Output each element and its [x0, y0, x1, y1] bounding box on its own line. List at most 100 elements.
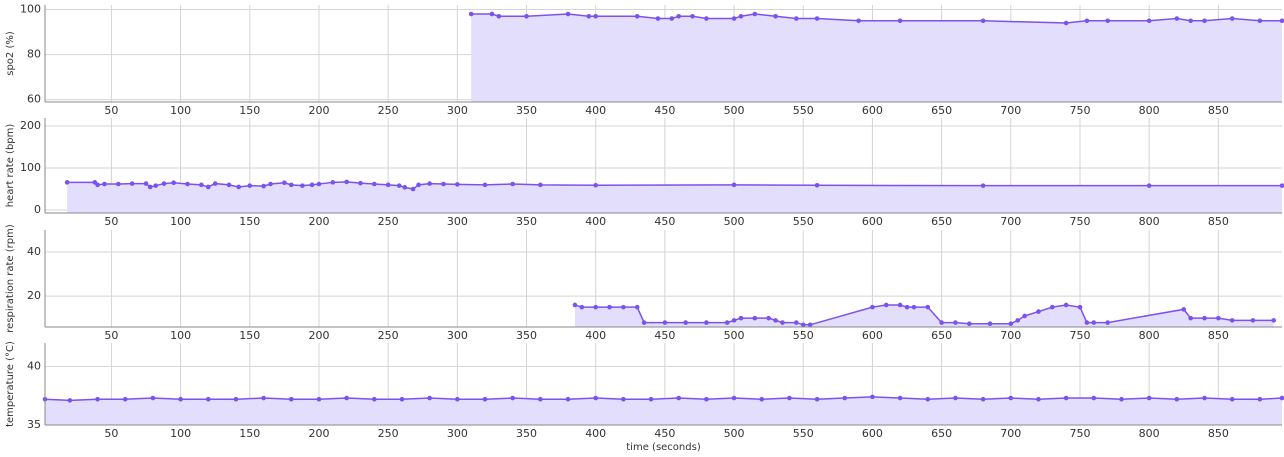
point [1036, 396, 1041, 402]
point [399, 396, 405, 402]
point [268, 181, 273, 187]
point [64, 180, 70, 185]
point [226, 182, 232, 188]
point [1229, 16, 1235, 21]
point [1119, 396, 1124, 402]
x-tick-label: 450 [654, 104, 675, 117]
line [44, 396, 1283, 402]
x-tick-label: 750 [1069, 104, 1090, 117]
point [309, 182, 315, 188]
point [116, 181, 121, 187]
point [704, 16, 709, 21]
y-tick-label: 0 [34, 203, 41, 216]
point [593, 304, 599, 310]
x-tick-label: 200 [308, 329, 329, 342]
x-tick-label: 250 [378, 427, 399, 440]
area [471, 14, 1282, 103]
point [344, 179, 349, 185]
point [1022, 313, 1027, 319]
point [205, 396, 211, 402]
point [1188, 18, 1193, 24]
point [621, 396, 626, 402]
x-tick-label: 600 [862, 215, 883, 228]
y-tick-label: 35 [27, 418, 41, 431]
point [1091, 320, 1097, 325]
x-tick-label: 800 [1139, 329, 1160, 342]
point [565, 11, 571, 17]
x-tick-label: 750 [1069, 427, 1090, 440]
point [980, 396, 986, 402]
line [67, 181, 1282, 190]
point [1257, 396, 1263, 402]
point [1084, 18, 1090, 24]
point [153, 183, 158, 188]
point [897, 302, 903, 308]
point [129, 181, 135, 186]
x-tick-label: 700 [1000, 215, 1021, 228]
x-tick-label: 150 [239, 104, 260, 117]
x-tick-label: 250 [378, 215, 399, 228]
x-tick-label: 150 [239, 427, 260, 440]
point [897, 18, 903, 24]
x-tick-label: 100 [170, 104, 191, 117]
x-tick-label: 650 [931, 427, 952, 440]
point [330, 180, 336, 185]
point [261, 183, 266, 189]
x-tick-label: 400 [585, 215, 606, 228]
point [662, 320, 668, 325]
point [143, 181, 149, 186]
point [1216, 315, 1221, 321]
point [1229, 396, 1235, 402]
x-tick-label: 650 [931, 215, 952, 228]
x-tick-label: 650 [931, 329, 952, 342]
point [1036, 309, 1041, 314]
point [427, 395, 432, 401]
area [67, 181, 1283, 213]
point [856, 18, 861, 24]
x-axis-title: time (seconds) [626, 442, 701, 453]
x-tick-label: 550 [793, 104, 814, 117]
point [538, 182, 543, 188]
point [1105, 18, 1110, 24]
x-tick-label: 200 [308, 427, 329, 440]
point [794, 320, 799, 325]
point [787, 395, 792, 401]
point [669, 16, 675, 21]
y-tick-label: 100 [20, 3, 41, 16]
x-tick-label: 300 [447, 427, 468, 440]
x-tick-label: 500 [724, 104, 745, 117]
y-tick-label: 60 [27, 93, 41, 106]
point [870, 394, 875, 400]
point [147, 184, 153, 190]
point [482, 182, 488, 188]
point [288, 396, 294, 402]
point [925, 304, 931, 310]
point [482, 396, 488, 402]
x-tick-label: 500 [724, 329, 745, 342]
point [1279, 183, 1284, 188]
point [842, 395, 848, 401]
point [1202, 395, 1207, 401]
x-tick-label: 250 [378, 329, 399, 342]
x-tick-label: 150 [239, 215, 260, 228]
point [510, 181, 515, 187]
point [731, 182, 737, 188]
x-tick-label: 500 [724, 215, 745, 228]
point [780, 320, 785, 325]
point [441, 181, 446, 187]
point [261, 395, 266, 401]
x-tick-label: 450 [654, 427, 675, 440]
x-tick-label: 700 [1000, 329, 1021, 342]
point [1008, 395, 1014, 401]
point [731, 318, 737, 323]
x-tick-label: 400 [585, 104, 606, 117]
x-tick-label: 200 [308, 215, 329, 228]
point [980, 183, 986, 188]
point [814, 182, 820, 188]
point [385, 182, 391, 188]
point [724, 320, 730, 325]
x-tick-label: 150 [239, 329, 260, 342]
point [939, 320, 944, 325]
point [980, 18, 986, 24]
point [621, 304, 626, 310]
